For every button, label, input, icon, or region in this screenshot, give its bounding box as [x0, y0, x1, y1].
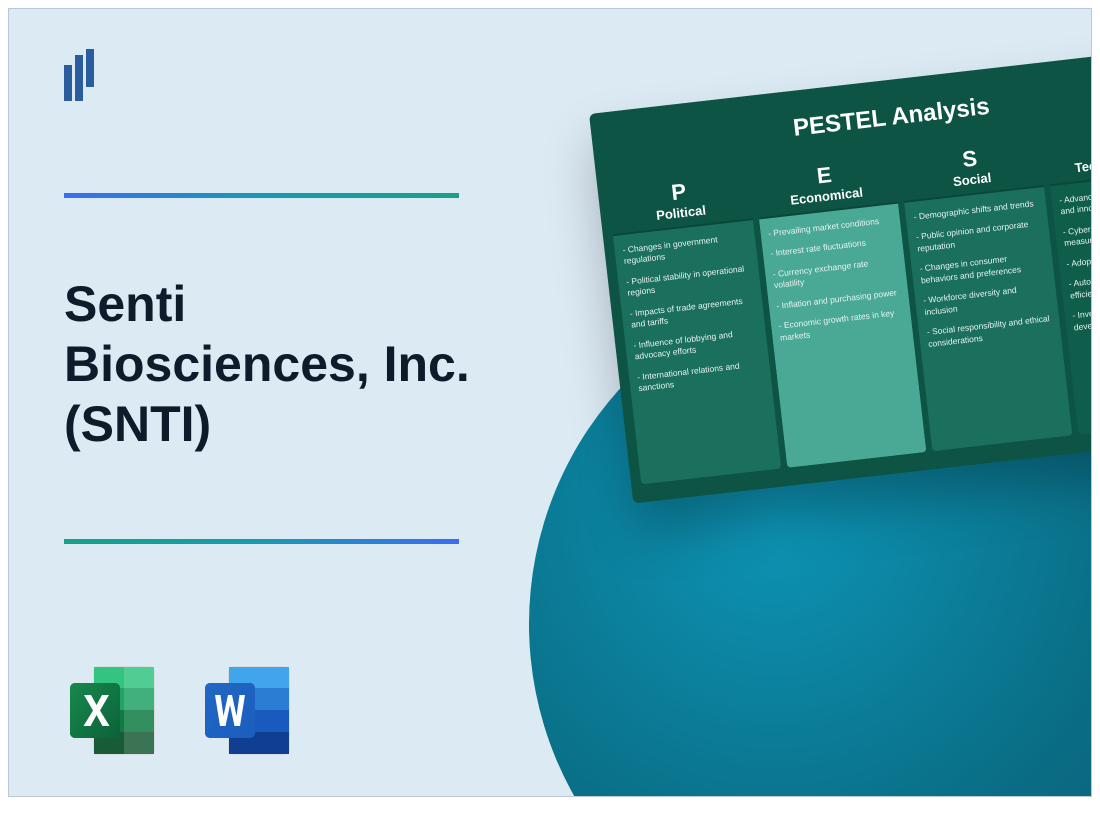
file-type-icons	[64, 663, 299, 758]
pestel-column-social: SSocialDemographic shifts and trendsPubl…	[898, 133, 1072, 451]
list-item: Public opinion and corporate reputation	[915, 218, 1041, 255]
list-item: Changes in government regulations	[622, 231, 748, 268]
list-item: Investment in research development	[1072, 297, 1092, 334]
column-body: Prevailing market conditionsInterest rat…	[759, 204, 927, 468]
pestel-card: PESTEL Analysis PPoliticalChanges in gov…	[589, 46, 1092, 503]
list-item: Advancements in technology and innovatio…	[1059, 181, 1092, 218]
list-item: Influence of lobbying and advocacy effor…	[633, 326, 759, 363]
column-name: Political	[655, 202, 706, 223]
column-name: Technological	[1074, 150, 1092, 175]
list-item: Political stability in operational regio…	[626, 263, 752, 300]
column-body: Demographic shifts and trendsPublic opin…	[904, 187, 1072, 451]
title-line-1: Senti	[64, 274, 470, 334]
list-item: Automation and operational efficiency	[1068, 265, 1092, 302]
list-item: Social responsibility and ethical consid…	[926, 313, 1052, 350]
column-body: Changes in government regulationsPolitic…	[613, 220, 781, 484]
list-item: Cybersecurity threats and measures	[1062, 213, 1092, 250]
pestel-column-economical: EEconomicalPrevailing market conditionsI…	[752, 150, 926, 468]
word-icon	[199, 663, 299, 758]
list-item: Workforce diversity and inclusion	[923, 282, 1049, 319]
divider-bottom	[64, 539, 459, 544]
list-item: Impacts of trade agreements and tariffs	[629, 294, 755, 331]
list-item: Economic growth rates in key markets	[778, 307, 904, 344]
page-title: Senti Biosciences, Inc. (SNTI)	[64, 274, 470, 454]
title-line-2: Biosciences, Inc.	[64, 334, 470, 394]
infographic-card: Senti Biosciences, Inc. (SNTI) PESTEL An…	[8, 8, 1092, 797]
divider-top	[64, 193, 459, 198]
excel-icon	[64, 663, 164, 758]
column-letter: E	[816, 164, 833, 188]
column-letter: P	[670, 180, 687, 204]
list-item: Currency exchange rate volatility	[772, 255, 898, 292]
column-name: Economical	[789, 184, 863, 207]
title-line-3: (SNTI)	[64, 394, 470, 454]
column-letter: S	[961, 147, 978, 171]
list-item: International relations and sanctions	[637, 358, 763, 395]
list-item: Changes in consumer behaviors and prefer…	[919, 250, 1045, 287]
column-name: Social	[952, 169, 992, 188]
pestel-column-political: PPoliticalChanges in government regulati…	[607, 167, 781, 485]
